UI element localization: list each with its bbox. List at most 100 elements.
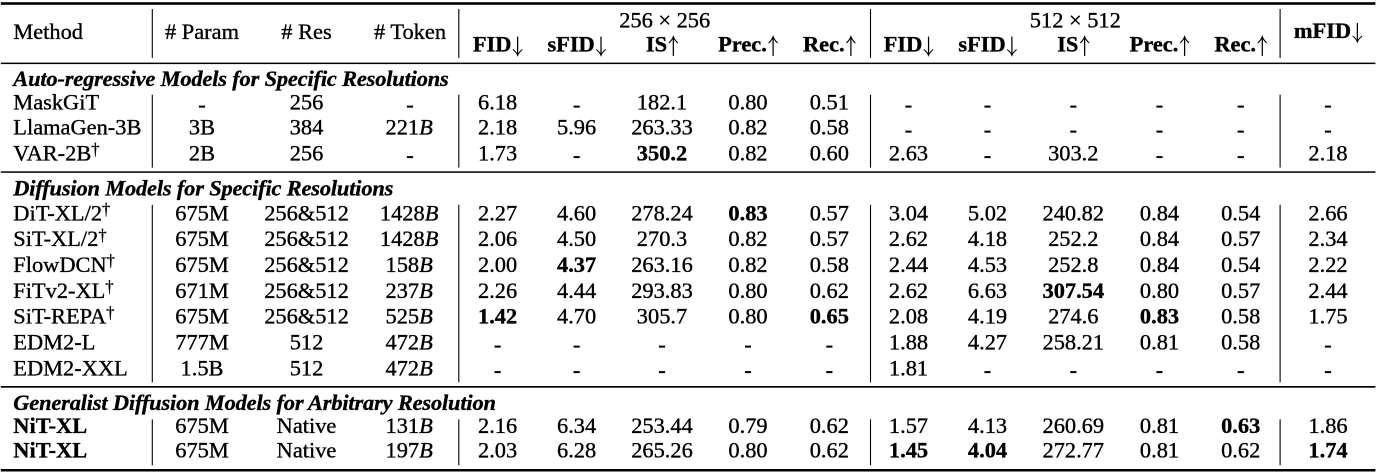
svg-text:1.73: 1.73: [478, 140, 517, 165]
svg-text:2.44: 2.44: [889, 252, 928, 277]
svg-text:0.80: 0.80: [728, 90, 767, 115]
svg-text:SiT-XL/2†: SiT-XL/2†: [13, 225, 106, 251]
svg-text:4.70: 4.70: [557, 304, 596, 329]
svg-text:Native: Native: [277, 413, 337, 438]
svg-text:303.2: 303.2: [1048, 140, 1098, 165]
svg-text:4.60: 4.60: [557, 200, 596, 225]
svg-text:FiTv2-XL†: FiTv2-XL†: [13, 277, 113, 303]
svg-text:2.34: 2.34: [1308, 226, 1347, 251]
svg-text:4.37: 4.37: [557, 252, 596, 277]
svg-text:2.26: 2.26: [478, 278, 517, 303]
svg-text:mFID: mFID: [1294, 18, 1351, 43]
svg-text:Prec.: Prec.: [1130, 31, 1179, 56]
svg-text:-: -: [573, 332, 580, 357]
svg-text:Method: Method: [13, 19, 83, 44]
svg-text:675M: 675M: [175, 226, 229, 251]
svg-text:256&512: 256&512: [264, 252, 349, 277]
svg-text:272.77: 272.77: [1043, 437, 1105, 462]
svg-text:1.5B: 1.5B: [181, 355, 224, 380]
svg-text:0.54: 0.54: [1221, 252, 1260, 277]
svg-text:240.82: 240.82: [1043, 200, 1105, 225]
svg-text:512 × 512: 512 × 512: [1030, 7, 1121, 32]
svg-text:0.82: 0.82: [728, 115, 767, 140]
svg-text:4.50: 4.50: [557, 226, 596, 251]
svg-text:5.02: 5.02: [968, 200, 1007, 225]
svg-text:-: -: [573, 92, 580, 117]
svg-text:Native: Native: [277, 437, 337, 462]
svg-text:-: -: [1070, 92, 1077, 117]
svg-text:0.80: 0.80: [728, 278, 767, 303]
svg-text:4.44: 4.44: [557, 278, 596, 303]
svg-text:IS: IS: [1057, 31, 1078, 56]
svg-text:0.79: 0.79: [728, 413, 767, 438]
svg-text:0.80: 0.80: [728, 437, 767, 462]
svg-text:2B: 2B: [189, 140, 215, 165]
svg-text:182.1: 182.1: [637, 90, 687, 115]
svg-text:0.83: 0.83: [728, 200, 767, 225]
svg-text:0.82: 0.82: [728, 252, 767, 277]
svg-text:263.16: 263.16: [631, 252, 693, 277]
svg-text:2.00: 2.00: [478, 252, 517, 277]
svg-text:4.27: 4.27: [968, 330, 1007, 355]
svg-text:0.80: 0.80: [1140, 278, 1179, 303]
svg-text:0.83: 0.83: [1140, 304, 1179, 329]
svg-text:2.62: 2.62: [889, 278, 928, 303]
svg-text:0.80: 0.80: [728, 304, 767, 329]
svg-text:2.62: 2.62: [889, 226, 928, 251]
svg-text:Auto-regressive Models for Spe: Auto-regressive Models for Specific Reso…: [11, 66, 449, 91]
svg-text:0.65: 0.65: [810, 304, 849, 329]
svg-text:0.84: 0.84: [1140, 252, 1179, 277]
svg-text:0.57: 0.57: [810, 200, 849, 225]
svg-text:0.62: 0.62: [810, 413, 849, 438]
svg-text:0.62: 0.62: [1221, 437, 1260, 462]
svg-text:NiT-XL: NiT-XL: [13, 437, 87, 462]
svg-text:237B: 237B: [386, 278, 434, 303]
svg-text:-: -: [494, 358, 501, 383]
svg-text:384: 384: [290, 115, 324, 140]
svg-text:1.45: 1.45: [889, 437, 928, 462]
svg-text:-: -: [494, 332, 501, 357]
svg-text:# Token: # Token: [374, 19, 446, 44]
svg-text:-: -: [1324, 92, 1331, 117]
svg-text:4.13: 4.13: [968, 413, 1007, 438]
svg-text:4.53: 4.53: [968, 252, 1007, 277]
svg-text:EDM2-L: EDM2-L: [13, 330, 95, 355]
svg-text:sFID: sFID: [958, 31, 1005, 56]
svg-text:0.62: 0.62: [810, 437, 849, 462]
svg-text:1.81: 1.81: [889, 355, 928, 380]
svg-text:2.08: 2.08: [889, 304, 928, 329]
svg-text:2.27: 2.27: [478, 200, 517, 225]
svg-text:# Param: # Param: [165, 19, 240, 44]
svg-text:-: -: [744, 358, 751, 383]
svg-text:2.06: 2.06: [478, 226, 517, 251]
svg-text:4.04: 4.04: [968, 437, 1007, 462]
svg-text:6.34: 6.34: [557, 413, 596, 438]
svg-text:-: -: [1156, 358, 1163, 383]
svg-text:675M: 675M: [175, 200, 229, 225]
svg-text:0.62: 0.62: [810, 278, 849, 303]
svg-text:0.81: 0.81: [1140, 413, 1179, 438]
svg-text:675M: 675M: [175, 437, 229, 462]
svg-text:-: -: [905, 117, 912, 142]
svg-text:256&512: 256&512: [264, 226, 349, 251]
svg-text:NiT-XL: NiT-XL: [13, 413, 87, 438]
svg-text:1.86: 1.86: [1308, 413, 1347, 438]
svg-text:-: -: [826, 358, 833, 383]
svg-text:2.18: 2.18: [1308, 140, 1347, 165]
svg-text:0.57: 0.57: [810, 226, 849, 251]
svg-text:0.58: 0.58: [810, 115, 849, 140]
svg-text:5.96: 5.96: [557, 115, 596, 140]
svg-text:-: -: [1070, 358, 1077, 383]
svg-text:252.8: 252.8: [1048, 252, 1098, 277]
svg-text:-: -: [905, 92, 912, 117]
svg-text:0.57: 0.57: [1221, 278, 1260, 303]
svg-text:0.60: 0.60: [810, 140, 849, 165]
svg-text:-: -: [744, 332, 751, 357]
svg-text:-: -: [1156, 143, 1163, 168]
svg-text:256: 256: [290, 90, 324, 115]
svg-text:Prec.: Prec.: [718, 31, 767, 56]
svg-text:307.54: 307.54: [1043, 278, 1105, 303]
svg-text:FID: FID: [473, 31, 512, 56]
svg-text:278.24: 278.24: [631, 200, 693, 225]
svg-text:2.66: 2.66: [1308, 200, 1347, 225]
